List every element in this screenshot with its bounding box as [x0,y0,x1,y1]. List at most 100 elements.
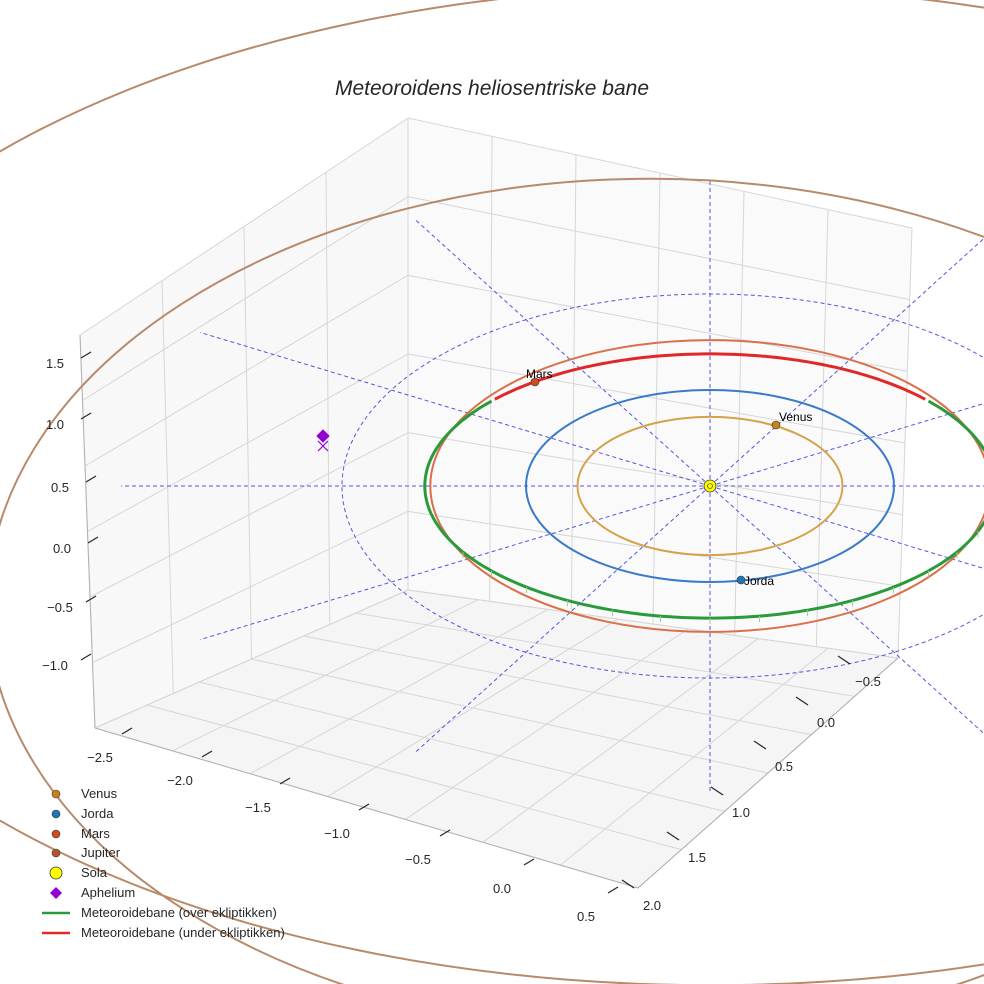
y-tick-mark [710,786,724,796]
legend-symbol [51,849,61,858]
reference-radial [709,402,984,487]
label-mars: Mars [526,367,553,381]
legend-dot [51,829,61,838]
grid-left-h [84,274,409,467]
grid-back-h [407,196,910,301]
legend-circle [49,866,63,880]
pane-back [408,118,912,658]
y-tick-mark [837,655,851,665]
z-tick: −1.0 [42,658,68,673]
chart-title: Meteoroidens heliosentriske bane [335,77,649,100]
x-tick-mark [523,858,535,866]
grid-floor-b [147,704,682,851]
legend-label: Aphelium [81,884,136,900]
reference-radial [199,331,711,487]
x-tick: −0.5 [405,852,431,867]
pane-floor [95,590,898,888]
y-tick-mark [795,696,809,706]
grid-left-h [79,117,409,336]
legend-label: Jorda [81,805,114,821]
legend-symbol [42,931,70,934]
reference-radial [199,485,711,641]
y-tick: 0.5 [775,759,793,774]
y-tick-mark [621,879,635,889]
label-jorda: Jorda [744,574,774,588]
grid-floor-b [199,681,725,812]
legend-label: Venus [81,786,118,801]
legend-symbol [50,886,62,899]
legend-diamond [50,886,62,899]
legend-dot [51,809,61,819]
grid-floor-b [355,612,855,697]
meteoroid-orbit [423,352,984,625]
x-tick-mark [201,750,213,758]
y-axis-line [637,657,899,889]
orbit-venus [576,415,844,557]
reference-radial [415,219,711,487]
grid-back-h [407,274,908,372]
x-tick-mark [607,886,619,894]
grid-back-h [407,117,913,229]
z-tick: 0.5 [51,480,69,495]
x-tick: 0.5 [577,909,595,924]
orbit-mars [429,339,984,633]
marker-aphelion [316,429,330,443]
markers: Venus Jorda Mars [316,367,812,588]
legend-symbol [42,911,70,915]
marker-venus [771,420,781,430]
reference-radial [709,237,984,487]
z-tick-mark [85,595,97,603]
legend-dot [51,849,61,858]
meteoroid-orbit-below [494,352,926,401]
marker-sun-core [707,483,713,489]
z-tick-mark [87,536,99,544]
y-tick: 0.0 [817,715,835,730]
x-tick: −1.5 [245,800,271,815]
grid-back-h [407,353,906,444]
orbit-jupiter-arc [0,177,984,984]
legend-dot [51,789,61,799]
z-axis-line [79,334,96,729]
grid-floor-b [251,658,769,774]
axis-ticks: −2.5 −2.0 −1.5 −1.0 −0.5 0.0 0.5 −0.5 0.0 0.5 1.0 1… [42,351,881,924]
y-tick-mark [753,740,767,750]
grid-left-h [89,432,409,598]
x-tick: −1.0 [324,826,350,841]
grid-left-h [82,196,409,401]
z-tick: −0.5 [47,600,73,615]
z-tick: 0.0 [53,541,71,556]
z-tick: 1.0 [46,417,64,432]
x-tick-mark [439,829,451,837]
legend-symbol [51,809,61,819]
legend-label: Mars [81,825,110,841]
y-tick: 2.0 [643,898,661,913]
label-venus: Venus [779,410,812,424]
legend-symbol [51,789,61,799]
pane-left [80,118,408,728]
z-tick-mark [80,653,92,661]
marker-aphelion-x [317,440,329,452]
y-tick: 1.0 [732,805,750,820]
reference-radial [709,485,984,735]
y-tick: 1.5 [688,850,706,865]
y-tick: −0.5 [855,674,881,689]
x-tick: 0.0 [493,881,511,896]
z-tick-mark [80,412,92,420]
grid-floor-b [407,589,899,659]
marker-sun [703,479,717,493]
x-tick-mark [358,803,370,811]
x-tick-mark [121,727,133,735]
reference-radial [709,485,984,570]
axis-grid [79,117,913,889]
legend-label: Sola [81,865,108,881]
x-axis-line [94,727,639,889]
legend-label: Meteoroidebane (over ekliptikken) [81,904,277,920]
axis-panes [80,118,912,888]
x-tick-mark [279,777,291,785]
marker-jorda [736,575,746,585]
grid-back-h [407,432,903,516]
legend-label: Meteoroidebane (under ekliptikken) [81,924,285,940]
grid-floor-b [303,635,812,736]
